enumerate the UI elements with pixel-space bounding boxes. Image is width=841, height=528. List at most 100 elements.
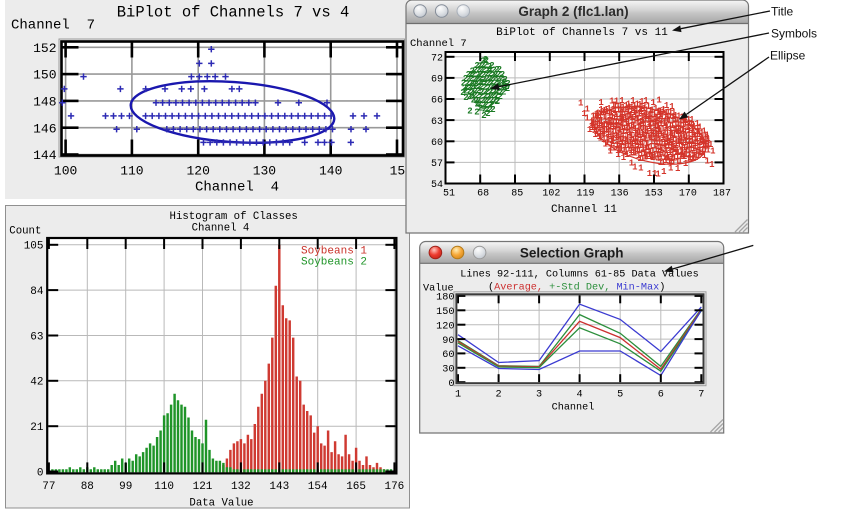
svg-text:1: 1 (657, 143, 663, 153)
svg-text:1: 1 (622, 124, 628, 134)
svg-text:1: 1 (664, 146, 670, 156)
svg-text:1: 1 (641, 130, 647, 140)
svg-text:2: 2 (491, 91, 496, 101)
svg-text:1: 1 (609, 96, 615, 106)
svg-text:1: 1 (619, 108, 625, 118)
svg-text:1: 1 (628, 146, 634, 156)
svg-text:1: 1 (697, 141, 703, 151)
svg-text:1: 1 (684, 123, 690, 133)
svg-text:2: 2 (484, 70, 489, 80)
svg-text:1: 1 (705, 132, 711, 142)
svg-text:1: 1 (668, 124, 674, 134)
svg-text:1: 1 (694, 127, 700, 137)
svg-text:1: 1 (610, 117, 616, 127)
svg-text:2: 2 (483, 79, 488, 89)
svg-text:1: 1 (675, 127, 681, 137)
svg-text:1: 1 (683, 150, 689, 160)
svg-text:2: 2 (480, 61, 485, 71)
svg-text:1: 1 (618, 110, 624, 120)
svg-text:1: 1 (677, 127, 683, 137)
svg-text:1: 1 (627, 128, 633, 138)
svg-text:1: 1 (601, 113, 607, 123)
svg-text:1: 1 (652, 110, 658, 120)
svg-text:176: 176 (384, 481, 404, 493)
svg-text:1: 1 (696, 130, 702, 140)
svg-text:2: 2 (489, 61, 494, 71)
svg-text:1: 1 (681, 131, 687, 141)
svg-text:102: 102 (542, 188, 560, 199)
svg-text:1: 1 (601, 126, 607, 136)
svg-text:1: 1 (635, 141, 641, 151)
svg-text:1: 1 (646, 120, 652, 130)
svg-text:1: 1 (624, 131, 630, 141)
svg-text:1: 1 (704, 157, 710, 167)
svg-text:2: 2 (505, 79, 510, 89)
svg-text:1: 1 (686, 137, 692, 147)
svg-text:1: 1 (605, 138, 611, 148)
svg-text:2: 2 (480, 56, 485, 66)
svg-text:1: 1 (675, 158, 681, 168)
svg-text:1: 1 (645, 138, 651, 148)
svg-text:1: 1 (659, 112, 665, 122)
svg-text:146: 146 (33, 121, 56, 136)
svg-text:1: 1 (658, 127, 664, 137)
svg-text:150: 150 (33, 68, 56, 83)
svg-text:2: 2 (488, 88, 493, 98)
svg-text:1: 1 (616, 137, 622, 147)
svg-text:1: 1 (673, 139, 679, 149)
svg-text:1: 1 (625, 141, 631, 151)
svg-text:2: 2 (467, 83, 472, 93)
svg-text:6: 6 (658, 390, 664, 401)
svg-text:2: 2 (498, 88, 503, 98)
svg-text:1: 1 (691, 144, 697, 154)
svg-text:1: 1 (635, 126, 641, 136)
svg-text:1: 1 (641, 112, 647, 122)
svg-text:2: 2 (475, 91, 480, 101)
svg-text:BiPlot of Channels 7 vs 11: BiPlot of Channels 7 vs 11 (496, 27, 668, 39)
svg-text:2: 2 (500, 70, 505, 80)
svg-text:1: 1 (607, 111, 613, 121)
svg-text:1: 1 (637, 123, 643, 133)
svg-text:1: 1 (669, 129, 675, 139)
svg-text:1: 1 (629, 139, 635, 149)
svg-text:1: 1 (622, 139, 628, 149)
svg-text:1: 1 (686, 130, 692, 140)
svg-text:1: 1 (675, 131, 681, 141)
svg-text:1: 1 (624, 126, 630, 136)
svg-text:2: 2 (496, 390, 502, 401)
svg-text:1: 1 (652, 135, 658, 145)
svg-text:2: 2 (485, 92, 490, 102)
svg-text:Soybeans 2: Soybeans 2 (301, 256, 367, 268)
svg-text:1: 1 (656, 116, 662, 126)
svg-text:1: 1 (683, 159, 689, 169)
svg-text:1: 1 (683, 116, 689, 126)
svg-text:1: 1 (656, 95, 662, 105)
svg-text:1: 1 (646, 150, 652, 160)
svg-text:1: 1 (633, 127, 639, 137)
svg-text:1: 1 (608, 119, 614, 129)
svg-text:1: 1 (655, 154, 661, 164)
svg-text:1: 1 (644, 125, 650, 135)
svg-text:1: 1 (677, 136, 683, 146)
svg-text:2: 2 (463, 74, 468, 84)
svg-text:1: 1 (705, 134, 711, 144)
svg-text:2: 2 (481, 111, 486, 121)
svg-text:1: 1 (682, 134, 688, 144)
svg-text:1: 1 (629, 106, 635, 116)
svg-text:1: 1 (705, 146, 711, 156)
svg-text:1: 1 (636, 146, 642, 156)
svg-text:1: 1 (628, 141, 634, 151)
svg-text:1: 1 (691, 128, 697, 138)
svg-text:1: 1 (662, 139, 668, 149)
svg-text:1: 1 (669, 142, 675, 152)
svg-text:1: 1 (594, 110, 600, 120)
svg-text:1: 1 (613, 134, 619, 144)
svg-text:1: 1 (623, 147, 629, 157)
svg-text:2: 2 (488, 69, 493, 79)
svg-text:Selection Graph: Selection Graph (520, 246, 624, 261)
svg-text:1: 1 (688, 144, 694, 154)
svg-text:1: 1 (614, 97, 620, 107)
svg-text:1: 1 (643, 96, 649, 106)
svg-text:1: 1 (708, 140, 714, 150)
svg-text:1: 1 (642, 126, 648, 136)
